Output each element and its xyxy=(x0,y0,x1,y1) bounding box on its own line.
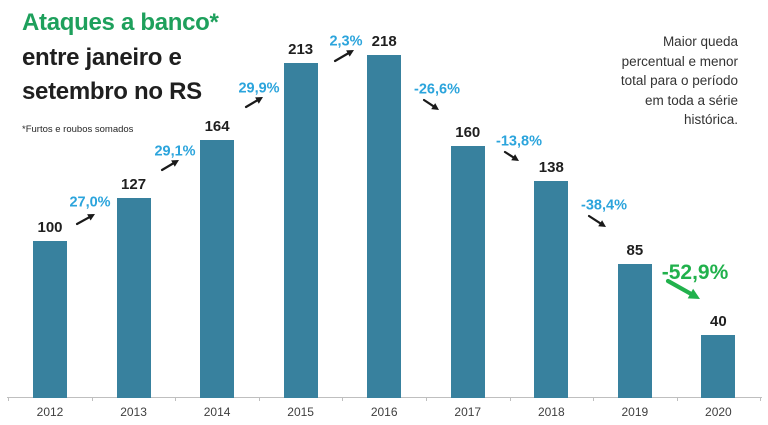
bar-value-label: 213 xyxy=(288,41,314,58)
bar xyxy=(534,180,569,398)
bar xyxy=(33,240,67,398)
x-axis-tick xyxy=(342,397,344,401)
x-axis-tick xyxy=(258,397,260,401)
x-axis-tick xyxy=(8,397,10,401)
axis-tick-label: 2018 xyxy=(537,405,565,419)
trend-arrow-down-icon xyxy=(665,278,701,300)
pct-change-label: 29,9% xyxy=(238,80,280,97)
axis-tick-label: 2015 xyxy=(287,405,314,419)
trend-arrow-up-icon xyxy=(333,49,355,63)
trend-arrow-down-icon xyxy=(587,214,607,228)
bar-value-label: 164 xyxy=(204,118,230,135)
axis-tick-label: 2019 xyxy=(621,405,649,419)
page-title-line2: entre janeiro e xyxy=(22,43,182,71)
bar xyxy=(450,146,485,398)
bar xyxy=(283,63,318,398)
page-title-highlight: Ataques a banco* xyxy=(22,9,219,36)
trend-arrow-up-icon xyxy=(75,213,96,226)
pct-change-label: -52,9% xyxy=(661,261,729,284)
bar-value-label: 40 xyxy=(710,313,727,331)
pct-change-label: 29,1% xyxy=(154,143,196,160)
pct-change-label: 2,3% xyxy=(329,33,363,50)
bar-value-label: 85 xyxy=(626,242,644,260)
x-axis-tick xyxy=(509,397,511,401)
title-block: Ataques a banco* entre janeiro e setembr… xyxy=(22,6,219,135)
pct-change-label: -13,8% xyxy=(496,133,542,150)
side-note: Maior queda percentual e menor total par… xyxy=(620,34,738,127)
axis-tick-label: 2013 xyxy=(120,405,147,419)
bar-value-label: 218 xyxy=(371,33,397,51)
x-axis-tick xyxy=(760,397,762,401)
pct-change-label: -26,6% xyxy=(414,81,460,98)
bar xyxy=(116,198,151,398)
bar xyxy=(367,55,402,398)
trend-arrow-down-icon xyxy=(503,150,520,162)
bar-value-label: 160 xyxy=(455,124,481,142)
axis-tick-label: 2017 xyxy=(454,405,482,419)
axis-tick-label: 2014 xyxy=(203,405,231,419)
x-axis-tick xyxy=(175,397,177,401)
x-axis-tick xyxy=(676,397,678,401)
axis-tick-label: 2020 xyxy=(705,405,732,419)
footnote: *Furtos e roubos somados xyxy=(22,123,134,135)
bar-value-label: 100 xyxy=(37,218,63,236)
pct-change-label: 27,0% xyxy=(69,194,111,211)
page-title-line3: setembro no RS xyxy=(22,78,202,105)
pct-change-label: -38,4% xyxy=(581,197,627,214)
axis-tick-label: 2012 xyxy=(36,405,64,419)
axis-tick-label: 2016 xyxy=(370,405,398,419)
bar xyxy=(701,335,736,398)
x-axis-tick xyxy=(425,397,427,401)
trend-arrow-up-icon xyxy=(160,159,180,172)
x-axis-tick xyxy=(593,397,595,401)
x-axis-tick xyxy=(91,397,93,401)
bar xyxy=(617,264,652,398)
trend-arrow-down-icon xyxy=(422,98,440,111)
trend-arrow-up-icon xyxy=(244,96,264,109)
bar-value-label: 138 xyxy=(538,158,564,176)
bar-value-label: 127 xyxy=(121,176,147,194)
bar xyxy=(200,140,235,398)
